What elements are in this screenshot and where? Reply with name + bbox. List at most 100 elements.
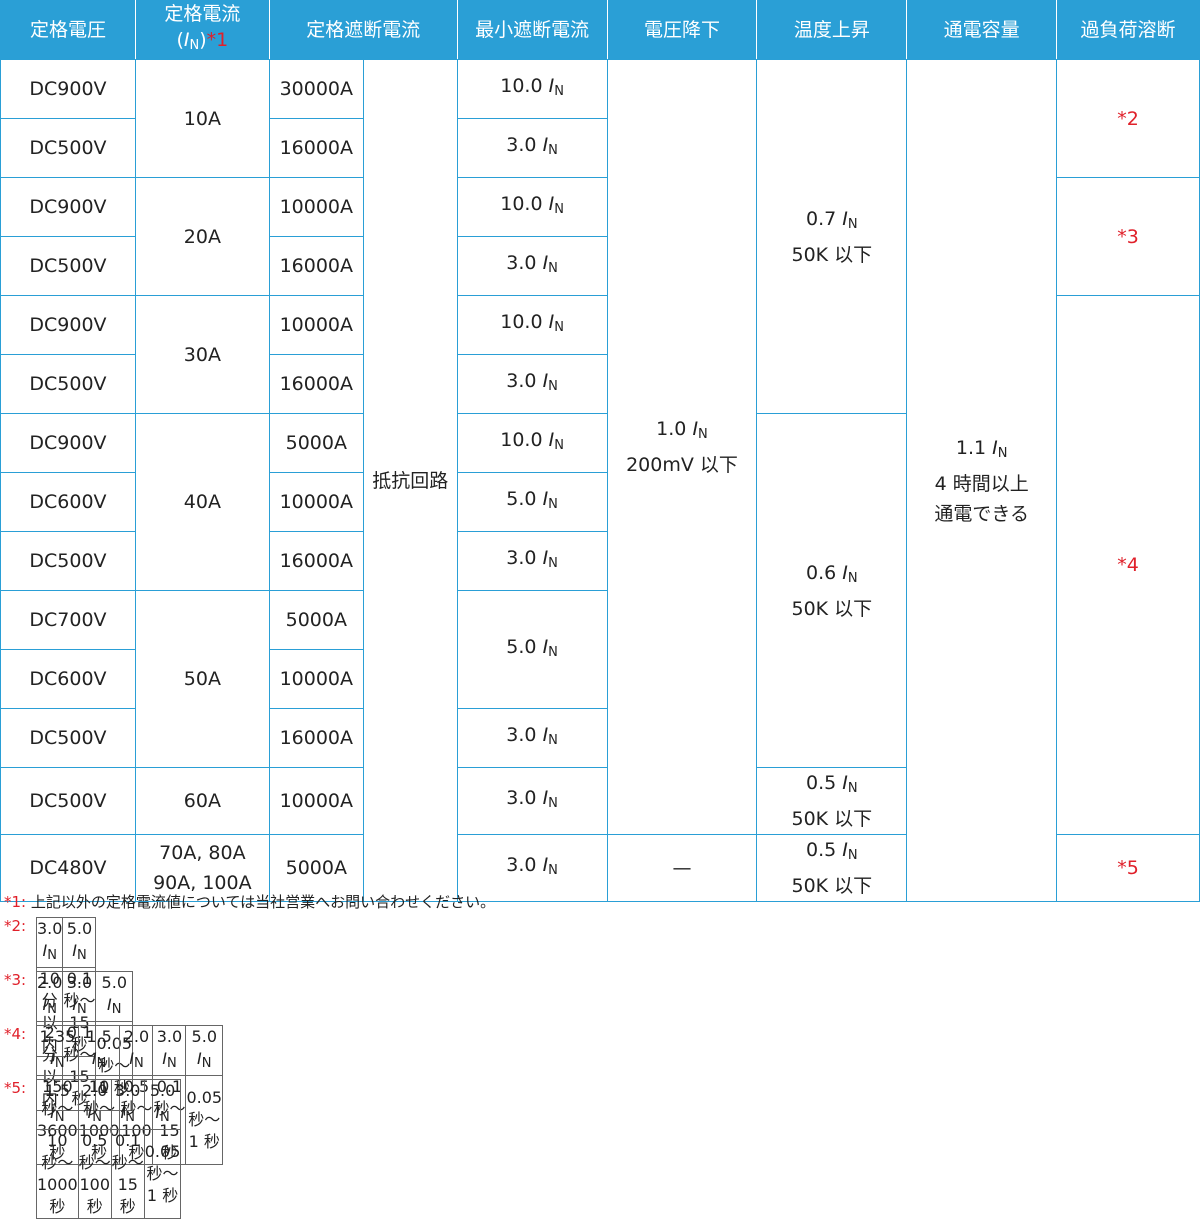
paren-close: ) (199, 29, 207, 51)
current-line1: 70A, 80A (159, 842, 246, 864)
symbol-i: I (542, 547, 549, 569)
symbol-i: I (107, 995, 112, 1014)
footnote-value-row: 3.0 IN 5.0 IN (35, 917, 97, 968)
breaking-cell: 16000A (268, 708, 364, 768)
header-row: 定格電圧 定格電流 (IN)*1 定格遮断電流 最小遮断電流 電圧降下 温度上昇… (0, 0, 1200, 60)
table-row: DC900V 10A 30000A 抵抗回路 10.0 IN 1.0 IN 20… (0, 59, 1200, 902)
breaking-cell: 16000A (268, 236, 364, 296)
footnote-value-cell: 2.0 IN (35, 971, 64, 1022)
current-cell: 60A (134, 767, 270, 835)
temp-rise-value: 0.5 (806, 839, 837, 861)
symbol-i: I (120, 1103, 126, 1122)
breaking-cell: 10000A (268, 177, 364, 237)
current-cell: 50A (134, 590, 270, 768)
symbol-n: N (189, 38, 200, 53)
footnote-value: 3.0 (66, 973, 93, 992)
temp-rise-cell: 0.5 IN 50K 以下 (756, 767, 908, 835)
capacity-value: 1.1 (955, 436, 987, 459)
temp-rise-cell: 0.7 IN 50K 以下 (756, 59, 908, 414)
symbol-i: I (542, 635, 549, 658)
temp-rise-line2: 50K 以下 (791, 875, 873, 897)
min-value: 5.0 (506, 635, 537, 658)
voltage-cell: DC500V (0, 236, 136, 296)
header-min-breaking: 最小遮断電流 (456, 0, 608, 60)
voltage-drop-cell: 1.0 IN 200mV 以下 (606, 59, 758, 835)
symbol-n: N (548, 556, 558, 571)
symbol-n: N (554, 320, 564, 335)
voltage-drop-line2: 200mV 以下 (626, 454, 738, 476)
min-value: 3.0 (506, 724, 537, 746)
symbol-i: I (842, 207, 848, 230)
footnote-value: 2.0 (37, 973, 63, 992)
symbol-n: N (847, 781, 858, 796)
footnote-value-cell: 5.0 IN (143, 1079, 182, 1130)
symbol-i: I (842, 561, 848, 584)
footnote-value: 2.0 (82, 1081, 108, 1100)
min-value: 10.0 (500, 311, 543, 333)
min-value: 3.0 (506, 547, 537, 569)
symbol-i: I (129, 1049, 134, 1068)
symbol-n: N (125, 1110, 135, 1125)
symbol-n: N (111, 1002, 122, 1017)
overload-ref-5: *5 (1056, 834, 1200, 902)
symbol-i: I (992, 436, 998, 459)
min-value: 3.0 (506, 854, 537, 876)
min-breaking-cell: 3.0 IN (456, 354, 608, 414)
symbol-n: N (47, 948, 57, 963)
symbol-i: I (842, 839, 848, 861)
temp-rise-line2: 50K 以下 (791, 808, 873, 830)
footnote-time-cell: 0.05 秒〜 1 秒 (185, 1075, 224, 1165)
symbol-i: I (842, 772, 848, 794)
overload-ref-4: *4 (1056, 295, 1200, 835)
min-value: 3.0 (506, 370, 537, 392)
temp-rise-value: 0.6 (806, 561, 837, 584)
symbol-n: N (76, 1002, 87, 1017)
min-breaking-cell: 10.0 IN (456, 177, 608, 237)
symbol-n: N (847, 848, 858, 863)
footnote-value-cell: 3.0 IN (152, 1025, 187, 1076)
min-breaking-cell: 3.0 IN (456, 767, 608, 835)
footnote-value-cell: 3.0 IN (62, 971, 97, 1022)
table-row: DC500V 60A 10000A 3.0 IN 0.5 IN 50K 以下 (0, 767, 1200, 835)
footnote-value-cell: 2.0 IN (77, 1079, 112, 1130)
header-current: 定格電流 (IN)*1 (134, 0, 270, 60)
footnote-time-cell: 0.05 秒〜 1 秒 (143, 1129, 182, 1219)
breaking-cell: 10000A (268, 649, 364, 709)
min-breaking-cell: 3.0 IN (456, 236, 608, 296)
temp-rise-value: 0.7 (806, 207, 837, 230)
temp-rise-line2: 50K 以下 (791, 597, 873, 620)
symbol-n: N (54, 1056, 65, 1071)
symbol-i: I (542, 488, 549, 510)
breaking-cell: 5000A (268, 413, 364, 473)
symbol-i: I (548, 311, 555, 333)
header-voltage-drop: 電圧降下 (606, 0, 758, 60)
table-row: DC500V 16000A 3.0 IN (0, 708, 1200, 768)
min-breaking-cell: 3.0 IN (456, 708, 608, 768)
symbol-i: I (548, 193, 555, 215)
footnote-table: 1.5 IN 2.0 IN 3.0 IN 5.0 IN 10 秒〜 1000 秒 0.5 … (36, 1079, 182, 1219)
symbol-n: N (548, 733, 558, 748)
symbol-i: I (50, 1049, 55, 1068)
symbol-i: I (50, 1103, 55, 1122)
header-temp-rise: 温度上昇 (756, 0, 908, 60)
footnote-value: 2.0 (123, 1027, 150, 1046)
breaking-cell: 5000A (268, 834, 364, 902)
symbol-i: I (542, 252, 549, 274)
min-value: 3.0 (506, 252, 537, 274)
symbol-n: N (47, 1002, 57, 1017)
footnote-value-cell: 5.0 IN (95, 971, 134, 1022)
table-row: DC900V 20A 10000A 10.0 IN *3 (0, 177, 1200, 296)
symbol-n: N (554, 84, 564, 99)
symbol-i: I (91, 1049, 97, 1068)
min-value: 5.0 (506, 488, 537, 510)
symbol-n: N (76, 948, 87, 963)
header-current-line1: 定格電流 (164, 3, 241, 25)
footnote-value: 1.35 (39, 1027, 76, 1046)
voltage-cell: DC500V (0, 708, 136, 768)
footnote-value: 5.0 (101, 973, 127, 992)
footnote-value-cell: 1.5 IN (77, 1025, 121, 1076)
voltage-cell: DC900V (0, 59, 136, 119)
rating-table: 定格電圧 定格電流 (IN)*1 定格遮断電流 最小遮断電流 電圧降下 温度上昇… (0, 0, 1200, 902)
symbol-n: N (166, 1056, 177, 1071)
breaking-cell: 30000A (268, 59, 364, 119)
